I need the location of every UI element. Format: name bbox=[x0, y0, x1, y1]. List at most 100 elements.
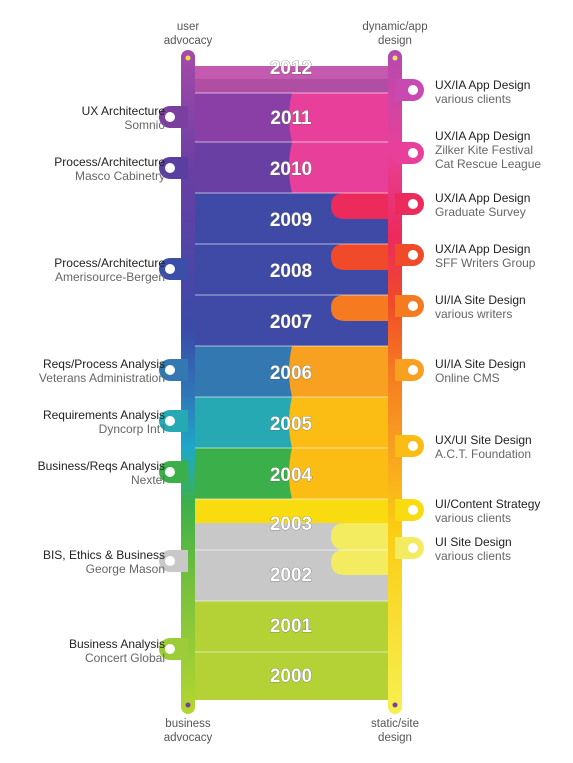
left-item-1: Process/Architecture Masco Cabinetry bbox=[54, 155, 165, 183]
year-labels: 2012 2011 2010 2009 2008 2007 2006 2005 … bbox=[270, 58, 313, 688]
item-subtitle: Zilker Kite Festival bbox=[435, 143, 534, 157]
right-tab-1 bbox=[395, 142, 424, 164]
left-tab-7 bbox=[159, 638, 188, 660]
item-title: Process/Architecture bbox=[54, 155, 165, 169]
left-item-5: Business/Reqs Analysis Nextel bbox=[38, 459, 165, 487]
right-tab-6 bbox=[395, 435, 424, 457]
year-label: 2000 bbox=[270, 666, 312, 687]
item-title: UX Architecture bbox=[81, 104, 165, 118]
circle-icon bbox=[408, 148, 418, 158]
left-tab-4 bbox=[159, 410, 188, 432]
right-item-7: UI/Content Strategy various clients bbox=[435, 497, 540, 525]
left-item-4: Requirements Analysis Dyncorp Int'l bbox=[43, 408, 165, 436]
year-label: 2005 bbox=[270, 414, 313, 435]
year-label: 2003 bbox=[270, 514, 312, 535]
item-subtitle: Dyncorp Int'l bbox=[98, 422, 165, 436]
year-label: 2010 bbox=[270, 159, 312, 180]
item-title: Process/Architecture bbox=[54, 256, 165, 270]
year-label: 2011 bbox=[270, 108, 312, 129]
right-tab-0 bbox=[395, 79, 424, 101]
year-label: 2006 bbox=[270, 363, 312, 384]
item-title: UX/IA App Design bbox=[435, 242, 531, 256]
circle-icon bbox=[165, 644, 175, 654]
right-item-5: UI/IA Site Design Online CMS bbox=[435, 357, 526, 385]
item-subtitle: various writers bbox=[435, 307, 513, 321]
year-label: 2007 bbox=[270, 312, 312, 333]
right-top-dot bbox=[392, 55, 398, 61]
circle-icon bbox=[165, 416, 175, 426]
axis-label-bottom-right: static/site design bbox=[371, 718, 419, 744]
item-subtitle: SFF Writers Group bbox=[435, 256, 536, 270]
right-tab-5 bbox=[395, 359, 424, 381]
item-title: UX/UI Site Design bbox=[435, 433, 532, 447]
circle-icon bbox=[408, 301, 418, 311]
left-item-6: BIS, Ethics & Business George Mason bbox=[43, 548, 165, 576]
right-tab-4 bbox=[395, 295, 424, 317]
year-label: 2012 bbox=[270, 58, 312, 79]
year-rows bbox=[195, 66, 388, 700]
row-2000 bbox=[195, 652, 388, 700]
item-subtitle: Amerisource-Bergen bbox=[54, 270, 165, 284]
left-item-7: Business Analysis Concert Global bbox=[69, 637, 165, 665]
left-tab-0 bbox=[159, 106, 188, 128]
item-title: Reqs/Process Analysis bbox=[42, 357, 165, 371]
circle-icon bbox=[408, 85, 418, 95]
item-subtitle: George Mason bbox=[85, 562, 165, 576]
year-label: 2004 bbox=[270, 465, 313, 486]
axis-label-top-left: user advocacy bbox=[163, 21, 213, 47]
right-tab-8 bbox=[395, 537, 424, 559]
left-item-2: Process/Architecture Amerisource-Bergen bbox=[54, 256, 165, 284]
right-item-8: UI Site Design various clients bbox=[435, 535, 512, 563]
circle-icon bbox=[408, 441, 418, 451]
left-item-3: Reqs/Process Analysis Veterans Administr… bbox=[39, 357, 165, 385]
item-subtitle: various clients bbox=[435, 511, 512, 525]
circle-icon bbox=[408, 505, 418, 515]
item-subtitle: Somnio bbox=[124, 118, 165, 132]
left-tab-6 bbox=[159, 550, 188, 572]
item-title: UX/IA App Design bbox=[435, 129, 531, 143]
axis-label-top-right: dynamic/app design bbox=[362, 21, 428, 47]
right-tab-7 bbox=[395, 499, 424, 521]
item-title: Business Analysis bbox=[68, 637, 165, 651]
item-subtitle: Veterans Administration bbox=[38, 371, 165, 385]
circle-icon bbox=[165, 467, 175, 477]
left-tab-5 bbox=[159, 461, 188, 483]
left-item-0: UX Architecture Somnio bbox=[82, 104, 165, 132]
year-label: 2008 bbox=[270, 261, 312, 282]
circle-icon bbox=[165, 365, 175, 375]
year-label: 2002 bbox=[270, 565, 312, 586]
year-label: 2009 bbox=[270, 210, 312, 231]
year-label: 2001 bbox=[270, 616, 313, 637]
axis-label-bottom-left: business advocacy bbox=[163, 718, 213, 744]
item-title: UX/IA App Design bbox=[435, 78, 531, 92]
circle-icon bbox=[408, 250, 418, 260]
item-subtitle: Graduate Survey bbox=[435, 205, 526, 219]
right-item-0: UX/IA App Design various clients bbox=[435, 78, 530, 106]
row-2001 bbox=[195, 601, 388, 652]
right-item-4: UI/IA Site Design various writers bbox=[435, 293, 526, 321]
circle-icon bbox=[165, 264, 175, 274]
left-tab-3 bbox=[159, 359, 188, 381]
item-title: UI/Content Strategy bbox=[435, 497, 541, 511]
item-subtitle: Nextel bbox=[130, 473, 165, 487]
left-top-dot bbox=[185, 55, 191, 61]
right-bottom-dot bbox=[392, 702, 398, 708]
row-2003 bbox=[195, 499, 388, 523]
item-subtitle: Masco Cabinetry bbox=[74, 169, 165, 183]
left-bottom-dot bbox=[185, 702, 191, 708]
circle-icon bbox=[408, 199, 418, 209]
right-tab-3 bbox=[395, 244, 424, 266]
circle-icon bbox=[165, 556, 175, 566]
item-subtitle: Online CMS bbox=[435, 371, 500, 385]
item-subtitle-2: Cat Rescue League bbox=[435, 157, 542, 171]
circle-icon bbox=[165, 112, 175, 122]
right-item-6: UX/UI Site Design A.C.T. Foundation bbox=[435, 433, 532, 461]
item-title: Business/Reqs Analysis bbox=[37, 459, 165, 473]
item-subtitle: Concert Global bbox=[84, 651, 165, 665]
left-axis-bar bbox=[181, 50, 195, 714]
circle-icon bbox=[408, 365, 418, 375]
item-subtitle: various clients bbox=[435, 92, 512, 106]
item-title: UX/IA App Design bbox=[435, 191, 531, 205]
left-tabs bbox=[159, 106, 188, 660]
